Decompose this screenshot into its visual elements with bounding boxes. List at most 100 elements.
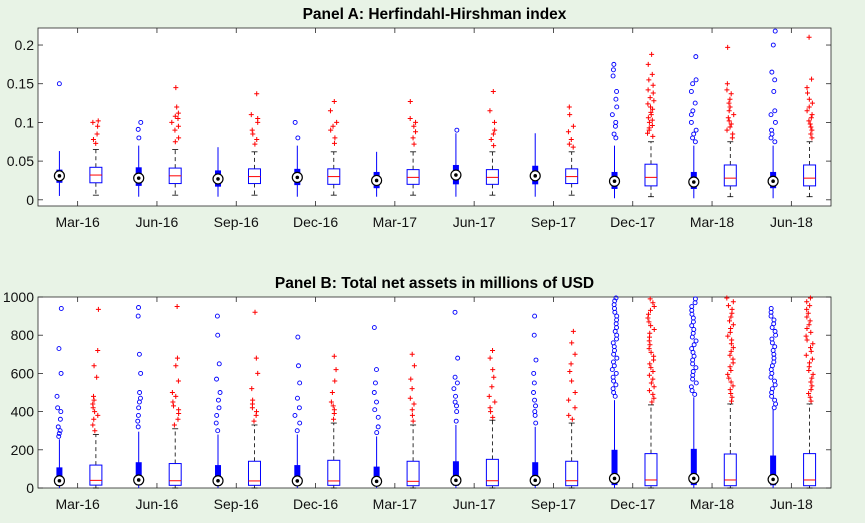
panel-a-compact-median-dot — [454, 173, 458, 177]
panel-a-box — [644, 163, 658, 187]
panel-b-outlier-circle — [292, 412, 298, 418]
panel-a-outlier-plus — [95, 123, 101, 129]
panel-b-outlier-circle — [54, 393, 60, 399]
panel-a-outlier-plus — [407, 99, 413, 105]
panel-b-outlier-plus — [809, 356, 815, 362]
panel-a-outlier-plus — [567, 112, 573, 118]
panel-b-outlier-plus — [407, 395, 413, 401]
panel-b-outlier-plus — [730, 383, 736, 389]
panel-a-outlier-plus — [809, 135, 815, 141]
panel-a-title: Panel A: Herfindahl-Hirshman index — [303, 6, 567, 23]
panel-b-outlier-plus — [728, 398, 734, 404]
panel-b-outlier-plus — [490, 367, 496, 373]
panel-b-outlier-plus — [646, 319, 652, 325]
panel-a-outlier-plus — [649, 123, 655, 129]
panel-b-outlier-plus — [570, 328, 576, 334]
panel-a-outlier-plus — [490, 88, 496, 94]
panel-a-outlier-plus — [808, 124, 814, 130]
panel-a-outlier-plus — [649, 117, 655, 123]
panel-b-outlier-circle — [610, 340, 616, 346]
panel-a-outlier-circle — [692, 139, 698, 145]
panel-b-outlier-plus — [332, 378, 338, 384]
panel-a-outlier-plus — [646, 77, 652, 83]
panel-a-outlier-plus — [90, 119, 96, 125]
panel-b-xtick-label: Jun-17 — [453, 496, 496, 512]
panel-b-outlier-circle — [57, 428, 63, 434]
panel-b-outlier-plus — [730, 356, 736, 362]
panel-b-outlier-plus — [331, 416, 337, 422]
panel-b-outlier-circle — [689, 346, 695, 352]
panel-b-outlier-plus — [646, 372, 652, 378]
panel-b-outlier-circle — [214, 376, 219, 382]
panel-b-outlier-plus — [409, 386, 415, 392]
panel-a-ytick-label: 0.05 — [7, 153, 34, 169]
panel-b-outlier-plus — [91, 363, 97, 369]
panel-b-outlier-plus — [569, 378, 575, 384]
panel-b-outlier-circle — [771, 317, 777, 323]
panel-a-outlier-plus — [645, 101, 651, 107]
panel-b-xtick-label: Mar-17 — [373, 496, 418, 512]
panel-b-outlier-plus — [646, 388, 652, 394]
panel-b-outlier-plus — [725, 371, 731, 377]
panel-b-outlier-plus — [728, 314, 734, 320]
panel-a-outlier-plus — [169, 119, 175, 125]
panel-a-outlier-plus — [411, 123, 417, 129]
panel-a-outlier-circle — [693, 127, 699, 133]
panel-a-outlier-plus — [809, 100, 815, 106]
panel-b-box — [803, 453, 817, 487]
panel-b-outlier-circle — [135, 424, 141, 430]
panel-b-outlier-circle — [692, 391, 698, 397]
panel-b-outlier-plus — [648, 323, 654, 329]
panel-b-outlier-plus — [809, 375, 815, 381]
panel-a-outlier-plus — [807, 121, 813, 127]
panel-b-box — [723, 453, 737, 487]
panel-b-outlier-plus — [804, 299, 810, 305]
panel-b-outlier-plus — [806, 322, 812, 328]
panel-b-outlier-plus — [807, 303, 813, 309]
panel-b-compact-box — [770, 455, 777, 486]
panel-a-outlier-plus — [413, 119, 419, 125]
panel-a-outlier-plus — [488, 136, 494, 142]
panel-a-outlier-plus — [804, 108, 810, 114]
panel-a-outlier-plus — [646, 119, 652, 125]
panel-a-outlier-plus — [175, 123, 181, 129]
panel-a-outlier-plus — [727, 96, 733, 102]
panel-a-outlier-circle — [692, 100, 698, 106]
panel-b-outlier-circle — [769, 336, 775, 342]
panel-b-outlier-circle — [614, 313, 620, 319]
panel-a-outlier-circle — [691, 131, 697, 137]
panel-b-compact-median-dot — [374, 479, 379, 484]
panel-b-outlier-circle — [613, 370, 619, 376]
panel-a-box — [723, 164, 737, 187]
panel-a-outlier-circle — [454, 127, 460, 133]
panel-a-outlier-circle — [613, 135, 619, 141]
panel-b-box — [327, 459, 341, 486]
panel-a-outlier-circle — [611, 131, 617, 137]
panel-a-compact-median-dot — [533, 174, 538, 178]
panel-a-outlier-plus — [724, 87, 730, 93]
panel-b-outlier-plus — [331, 353, 337, 359]
panel-b-outlier-plus — [804, 337, 810, 343]
panel-a-outlier-plus — [252, 141, 258, 147]
panel-b-outlier-circle — [136, 351, 142, 357]
panel-b-outlier-plus — [411, 401, 417, 407]
panel-a-compact-median-dot — [216, 177, 220, 181]
panel-a-ytick-label: 0.1 — [15, 114, 35, 130]
panel-b-ytick-label: 400 — [11, 404, 35, 420]
panel-b-outlier-circle — [693, 338, 699, 344]
panel-b-outlier-plus — [331, 407, 337, 413]
panel-b-outlier-circle — [135, 313, 141, 319]
panel-b-outlier-plus — [727, 352, 733, 358]
panel-b-outlier-plus — [94, 374, 100, 380]
panel-a-outlier-plus — [255, 116, 261, 122]
panel-a-outlier-plus — [649, 51, 655, 57]
panel-b-xtick-label: Mar-16 — [55, 496, 100, 512]
panel-a-outlier-plus — [94, 131, 100, 137]
panel-b-outlier-circle — [297, 380, 303, 386]
panel-b-outlier-circle — [531, 370, 537, 376]
panel-a-outlier-plus — [175, 110, 181, 116]
panel-b-outlier-circle — [135, 418, 141, 424]
panel-a-outlier-plus — [650, 82, 656, 88]
panel-b-ytick-label: 600 — [11, 365, 35, 381]
panel-b-outlier-plus — [728, 379, 734, 385]
